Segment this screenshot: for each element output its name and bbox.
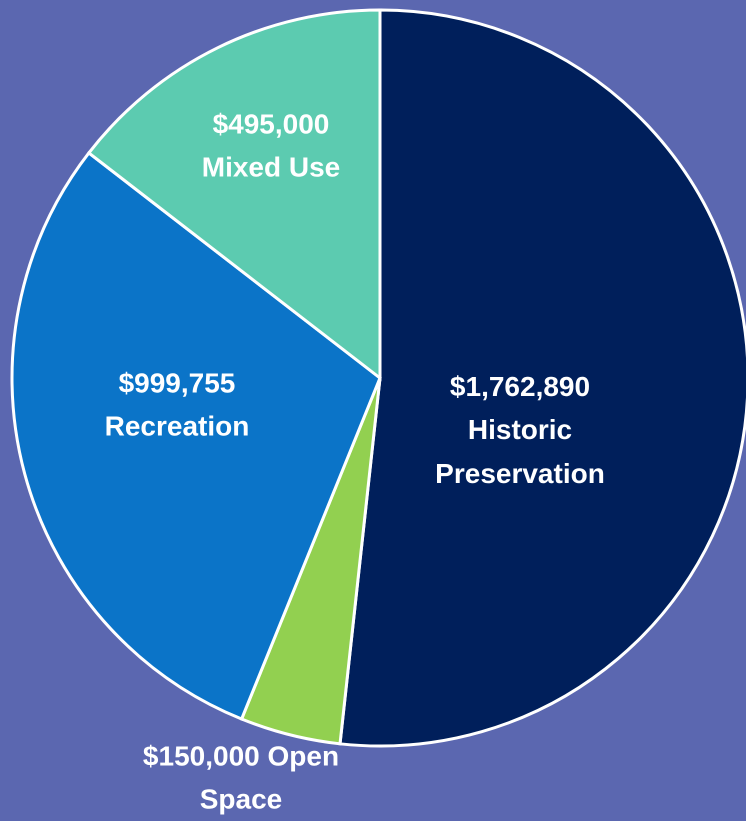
category-label: Historic Preservation [435,414,605,489]
value-label: $1,762,890 [449,370,591,402]
value-label: $495,000 [212,108,330,140]
value-label: $999,755 [118,367,236,399]
slice-label: $999,755 Recreation [87,362,267,449]
category-label: Open Space [199,740,340,815]
pie-slice [338,8,746,748]
category-label: Mixed Use [201,152,341,183]
slice-label: $495,000 Mixed Use [181,103,361,190]
category-label: Recreation [104,411,250,442]
slice-label: $1,762,890 Historic Preservation [415,365,625,495]
pie-slice [86,8,382,382]
value-label: $150,000 [142,740,260,772]
slice-label: $150,000 Open Space [116,735,366,821]
pie-slice [10,150,382,721]
